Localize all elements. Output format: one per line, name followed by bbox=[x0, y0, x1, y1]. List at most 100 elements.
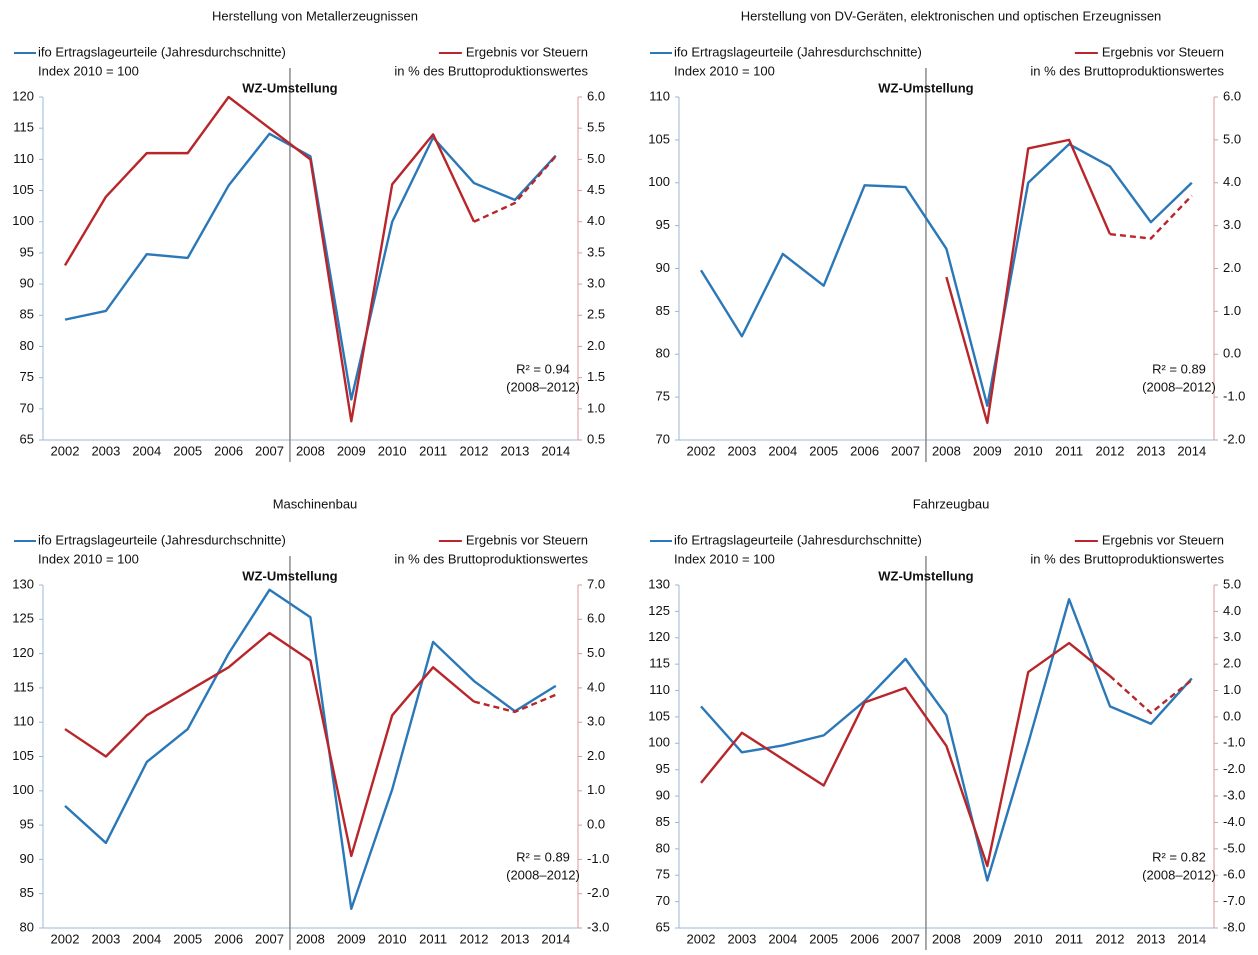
r2-label: R² = 0.89 bbox=[516, 849, 570, 864]
y-tick-label: 70 bbox=[656, 893, 670, 908]
legend-unit: in % des Bruttoproduktionswertes bbox=[1030, 551, 1224, 566]
series-line-dashed bbox=[1109, 194, 1193, 240]
legend-label: ifo Ertragslageurteile (Jahresdurchschni… bbox=[674, 44, 922, 59]
x-tick-label: 2014 bbox=[541, 443, 570, 458]
x-tick-label: 2002 bbox=[687, 443, 716, 458]
y2-tick-label: 4.0 bbox=[1223, 174, 1241, 189]
y-tick-label: 85 bbox=[20, 307, 34, 322]
y2-tick-label: -2.0 bbox=[1223, 431, 1245, 446]
y-tick-label: 125 bbox=[648, 603, 670, 618]
legend-unit: Index 2010 = 100 bbox=[38, 551, 139, 566]
y-tick-label: 70 bbox=[656, 431, 670, 446]
chart-title: Fahrzeugbau bbox=[913, 496, 990, 511]
break-label: WZ-Umstellung bbox=[242, 568, 337, 583]
series-line bbox=[700, 598, 1193, 882]
y2-tick-label: 1.5 bbox=[587, 369, 605, 384]
series-line bbox=[64, 631, 475, 858]
x-tick-label: 2010 bbox=[378, 443, 407, 458]
y-tick-label: 110 bbox=[649, 88, 670, 103]
y-tick-label: 105 bbox=[12, 748, 34, 763]
y2-tick-label: 3.5 bbox=[587, 244, 605, 259]
y-tick-label: 90 bbox=[656, 788, 670, 803]
y-tick-label: 80 bbox=[20, 919, 34, 934]
y-tick-label: 120 bbox=[648, 629, 670, 644]
y-tick-label: 110 bbox=[13, 151, 34, 166]
y2-tick-label: 4.5 bbox=[587, 182, 605, 197]
y-tick-label: 80 bbox=[656, 346, 670, 361]
x-tick-label: 2004 bbox=[132, 931, 161, 946]
x-tick-label: 2011 bbox=[419, 443, 447, 458]
chart-title: Herstellung von DV-Geräten, elektronisch… bbox=[741, 8, 1162, 23]
legend-unit: Index 2010 = 100 bbox=[674, 63, 775, 78]
y-tick-label: 100 bbox=[12, 782, 34, 797]
y2-tick-label: -5.0 bbox=[1223, 840, 1245, 855]
y-tick-label: 80 bbox=[656, 840, 670, 855]
y-tick-label: 110 bbox=[649, 682, 670, 697]
x-tick-label: 2008 bbox=[296, 931, 325, 946]
y-tick-label: 115 bbox=[649, 656, 670, 671]
series-line-dashed bbox=[473, 155, 557, 223]
y-tick-label: 100 bbox=[648, 735, 670, 750]
series-line bbox=[699, 142, 1193, 407]
y-tick-label: 90 bbox=[656, 260, 670, 275]
y-tick-label: 105 bbox=[648, 131, 670, 146]
y-tick-label: 75 bbox=[20, 369, 34, 384]
y-tick-label: 100 bbox=[648, 174, 670, 189]
x-tick-label: 2007 bbox=[255, 931, 284, 946]
legend-label: Ergebnis vor Steuern bbox=[1102, 532, 1224, 547]
y2-tick-label: 0.0 bbox=[1223, 708, 1241, 723]
y2-tick-label: 1.0 bbox=[1223, 682, 1241, 697]
series-line bbox=[945, 138, 1112, 425]
x-tick-label: 2012 bbox=[1096, 443, 1125, 458]
y2-tick-label: -7.0 bbox=[1223, 893, 1245, 908]
legend-label: ifo Ertragslageurteile (Jahresdurchschni… bbox=[38, 532, 286, 547]
y2-tick-label: 6.0 bbox=[1223, 88, 1241, 103]
y-tick-label: 95 bbox=[656, 761, 670, 776]
x-tick-label: 2008 bbox=[932, 931, 961, 946]
y2-tick-label: 4.0 bbox=[587, 213, 605, 228]
y2-tick-label: 5.0 bbox=[1223, 576, 1241, 591]
y-tick-label: 130 bbox=[648, 576, 670, 591]
y2-tick-label: 1.0 bbox=[587, 400, 605, 415]
x-tick-label: 2013 bbox=[500, 443, 529, 458]
x-tick-label: 2011 bbox=[1055, 443, 1083, 458]
y2-tick-label: 2.5 bbox=[587, 307, 605, 322]
x-tick-label: 2007 bbox=[891, 931, 920, 946]
y-tick-label: 70 bbox=[20, 400, 34, 415]
x-tick-label: 2006 bbox=[850, 443, 879, 458]
x-tick-label: 2003 bbox=[91, 931, 120, 946]
x-tick-label: 2005 bbox=[809, 443, 838, 458]
x-tick-label: 2007 bbox=[891, 443, 920, 458]
y2-tick-label: -1.0 bbox=[1223, 389, 1245, 404]
y-tick-label: 90 bbox=[20, 276, 34, 291]
y2-tick-label: -2.0 bbox=[1223, 761, 1245, 776]
x-tick-label: 2002 bbox=[51, 443, 80, 458]
x-tick-label: 2009 bbox=[337, 443, 366, 458]
y2-tick-label: 4.0 bbox=[587, 679, 605, 694]
y2-tick-label: 0.0 bbox=[1223, 346, 1241, 361]
r2-period: (2008–2012) bbox=[506, 867, 580, 882]
y2-tick-label: 3.0 bbox=[1223, 629, 1241, 644]
y2-tick-label: 5.0 bbox=[587, 645, 605, 660]
x-tick-label: 2014 bbox=[1177, 443, 1206, 458]
x-tick-label: 2005 bbox=[809, 931, 838, 946]
series-line bbox=[700, 641, 1111, 868]
series-line bbox=[63, 95, 476, 423]
chart-title: Herstellung von Metallerzeugnissen bbox=[212, 8, 418, 23]
x-tick-label: 2011 bbox=[419, 931, 447, 946]
y2-tick-label: 0.0 bbox=[587, 817, 605, 832]
x-tick-label: 2012 bbox=[460, 931, 489, 946]
y2-tick-label: 2.0 bbox=[1223, 656, 1241, 671]
x-tick-label: 2002 bbox=[51, 931, 80, 946]
x-tick-label: 2010 bbox=[1014, 931, 1043, 946]
y2-tick-label: 3.0 bbox=[1223, 217, 1241, 232]
y2-tick-label: 3.0 bbox=[587, 276, 605, 291]
y2-tick-label: 6.0 bbox=[587, 88, 605, 103]
r2-label: R² = 0.94 bbox=[516, 361, 570, 376]
r2-label: R² = 0.89 bbox=[1152, 361, 1206, 376]
y-tick-label: 115 bbox=[13, 679, 34, 694]
r2-period: (2008–2012) bbox=[506, 379, 580, 394]
x-tick-label: 2003 bbox=[727, 443, 756, 458]
y2-tick-label: 4.0 bbox=[1223, 603, 1241, 618]
